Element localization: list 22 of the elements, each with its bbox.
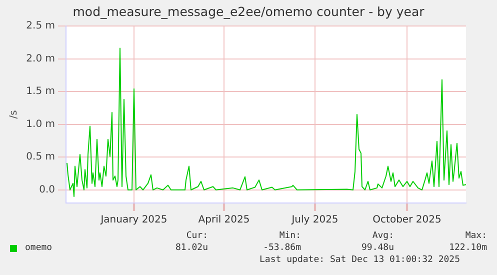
text: Max: — [464, 230, 487, 242]
y-tick-label: 1.5 m — [26, 86, 55, 98]
text: Cur: — [185, 230, 208, 242]
y-tick-label: 1.0 m — [26, 118, 55, 130]
y-tick-label: 2.5 m — [26, 20, 55, 32]
x-tick-label: July 2025 — [290, 214, 338, 226]
x-tick-label: January 2025 — [100, 214, 168, 226]
text: -53.86m — [262, 242, 301, 254]
text: 122.10m — [448, 242, 487, 254]
text: Avg: — [371, 230, 394, 242]
text: Min: — [278, 230, 301, 242]
text: 81.02u — [174, 242, 208, 254]
text: 99.48u — [360, 242, 394, 254]
legend-label: omemo — [25, 242, 52, 254]
y-tick-label: 2.0 m — [26, 53, 55, 64]
chart-title: mod_measure_message_e2ee/omemo counter - by year — [72, 4, 426, 19]
y-tick-label: 0.5 m — [26, 152, 55, 163]
x-tick-label: October 2025 — [372, 214, 442, 226]
x-tick-label: April 2025 — [198, 214, 250, 226]
text: Last update: Sat Dec 13 01:00:32 2025 — [258, 254, 460, 266]
y-axis-title: /s — [8, 110, 20, 119]
y-tick-label: 0.0 — [39, 184, 55, 196]
